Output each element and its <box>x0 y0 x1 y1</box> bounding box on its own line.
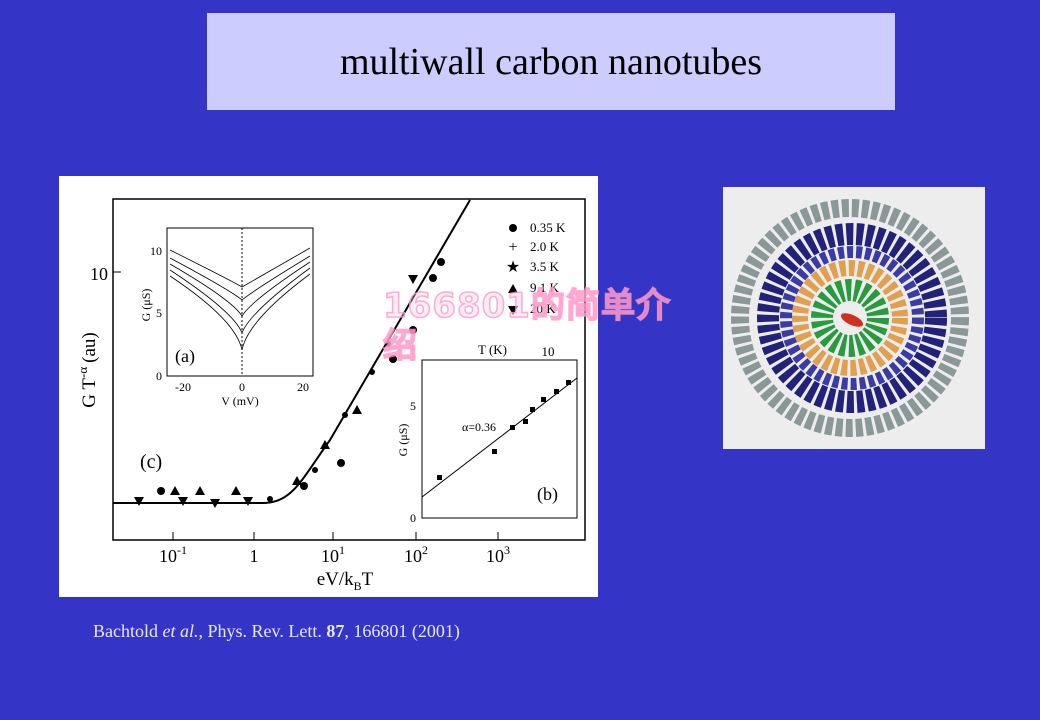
citation-journal: , Phys. Rev. Lett. <box>198 621 322 641</box>
inset-a-curves <box>169 247 311 351</box>
x-axis-label: eV/kBT <box>317 569 374 593</box>
inset-a-panel: (a) <box>175 346 195 367</box>
x-tick-label: 1 <box>250 546 259 566</box>
title-box: multiwall carbon nanotubes <box>207 13 895 110</box>
svg-text:+: + <box>508 239 517 256</box>
inset-a-y-label: G (μS) <box>139 289 153 322</box>
x-tick-label: 103 <box>486 543 510 566</box>
inset-a-x-tick: 20 <box>297 380 309 394</box>
inset-a-y-tick: 10 <box>150 244 162 258</box>
x-tick-label: 101 <box>321 543 345 566</box>
inset-b-annotation: α=0.36 <box>462 420 496 434</box>
data-points <box>134 258 445 508</box>
inset-b-panel: (b) <box>537 484 558 505</box>
inset-b-y-label: G (μS) <box>396 424 410 457</box>
legend: 0.35 K +2.0 K ★ 3.5 K 9.1 K 20 K <box>506 220 566 316</box>
inset-a-x-label: V (mV) <box>221 394 258 408</box>
inset-b-fit <box>421 377 578 498</box>
inset-b-top-label: T (K) <box>478 342 507 357</box>
inset-b-points <box>437 380 571 480</box>
inset-a-y-tick: 5 <box>156 306 162 320</box>
x-tick-label: 102 <box>404 543 428 566</box>
main-ticks <box>113 271 499 540</box>
x-tick-label: 10-1 <box>159 543 187 566</box>
watermark: 166801的简单介绍 <box>382 285 671 367</box>
inset-b-y-tick: 5 <box>410 399 416 413</box>
legend-label: 0.35 K <box>530 220 566 235</box>
inset-a-y-tick: 0 <box>156 369 162 383</box>
legend-label: 9.1 K <box>530 280 560 295</box>
legend-label: 2.0 K <box>530 239 560 254</box>
citation-etal: et al. <box>162 621 199 641</box>
svg-text:★: ★ <box>506 259 520 276</box>
citation-rest: , 166801 (2001) <box>344 621 460 641</box>
main-frame <box>112 198 586 541</box>
inset-b-frame <box>421 359 578 519</box>
citation-author: Bachtold <box>93 621 158 641</box>
citation: Bachtold et al., Phys. Rev. Lett. 87, 16… <box>93 621 460 642</box>
inset-a-x-tick: 0 <box>239 380 245 394</box>
legend-label: 3.5 K <box>530 259 560 274</box>
nanotube <box>731 199 969 437</box>
inset-b-y-tick: 0 <box>410 511 416 525</box>
legend-label: 20 K <box>530 301 556 316</box>
citation-volume: 87 <box>326 621 345 641</box>
y-axis-label: G T-α(au) <box>75 332 100 407</box>
panel-label: (c) <box>140 451 162 473</box>
y-tick-label: 10 <box>90 264 108 284</box>
inset-b-top-tick: 10 <box>542 344 555 359</box>
title: multiwall carbon nanotubes <box>339 40 763 83</box>
inset-a-frame <box>166 227 314 377</box>
inset-a-x-tick: -20 <box>175 380 191 394</box>
